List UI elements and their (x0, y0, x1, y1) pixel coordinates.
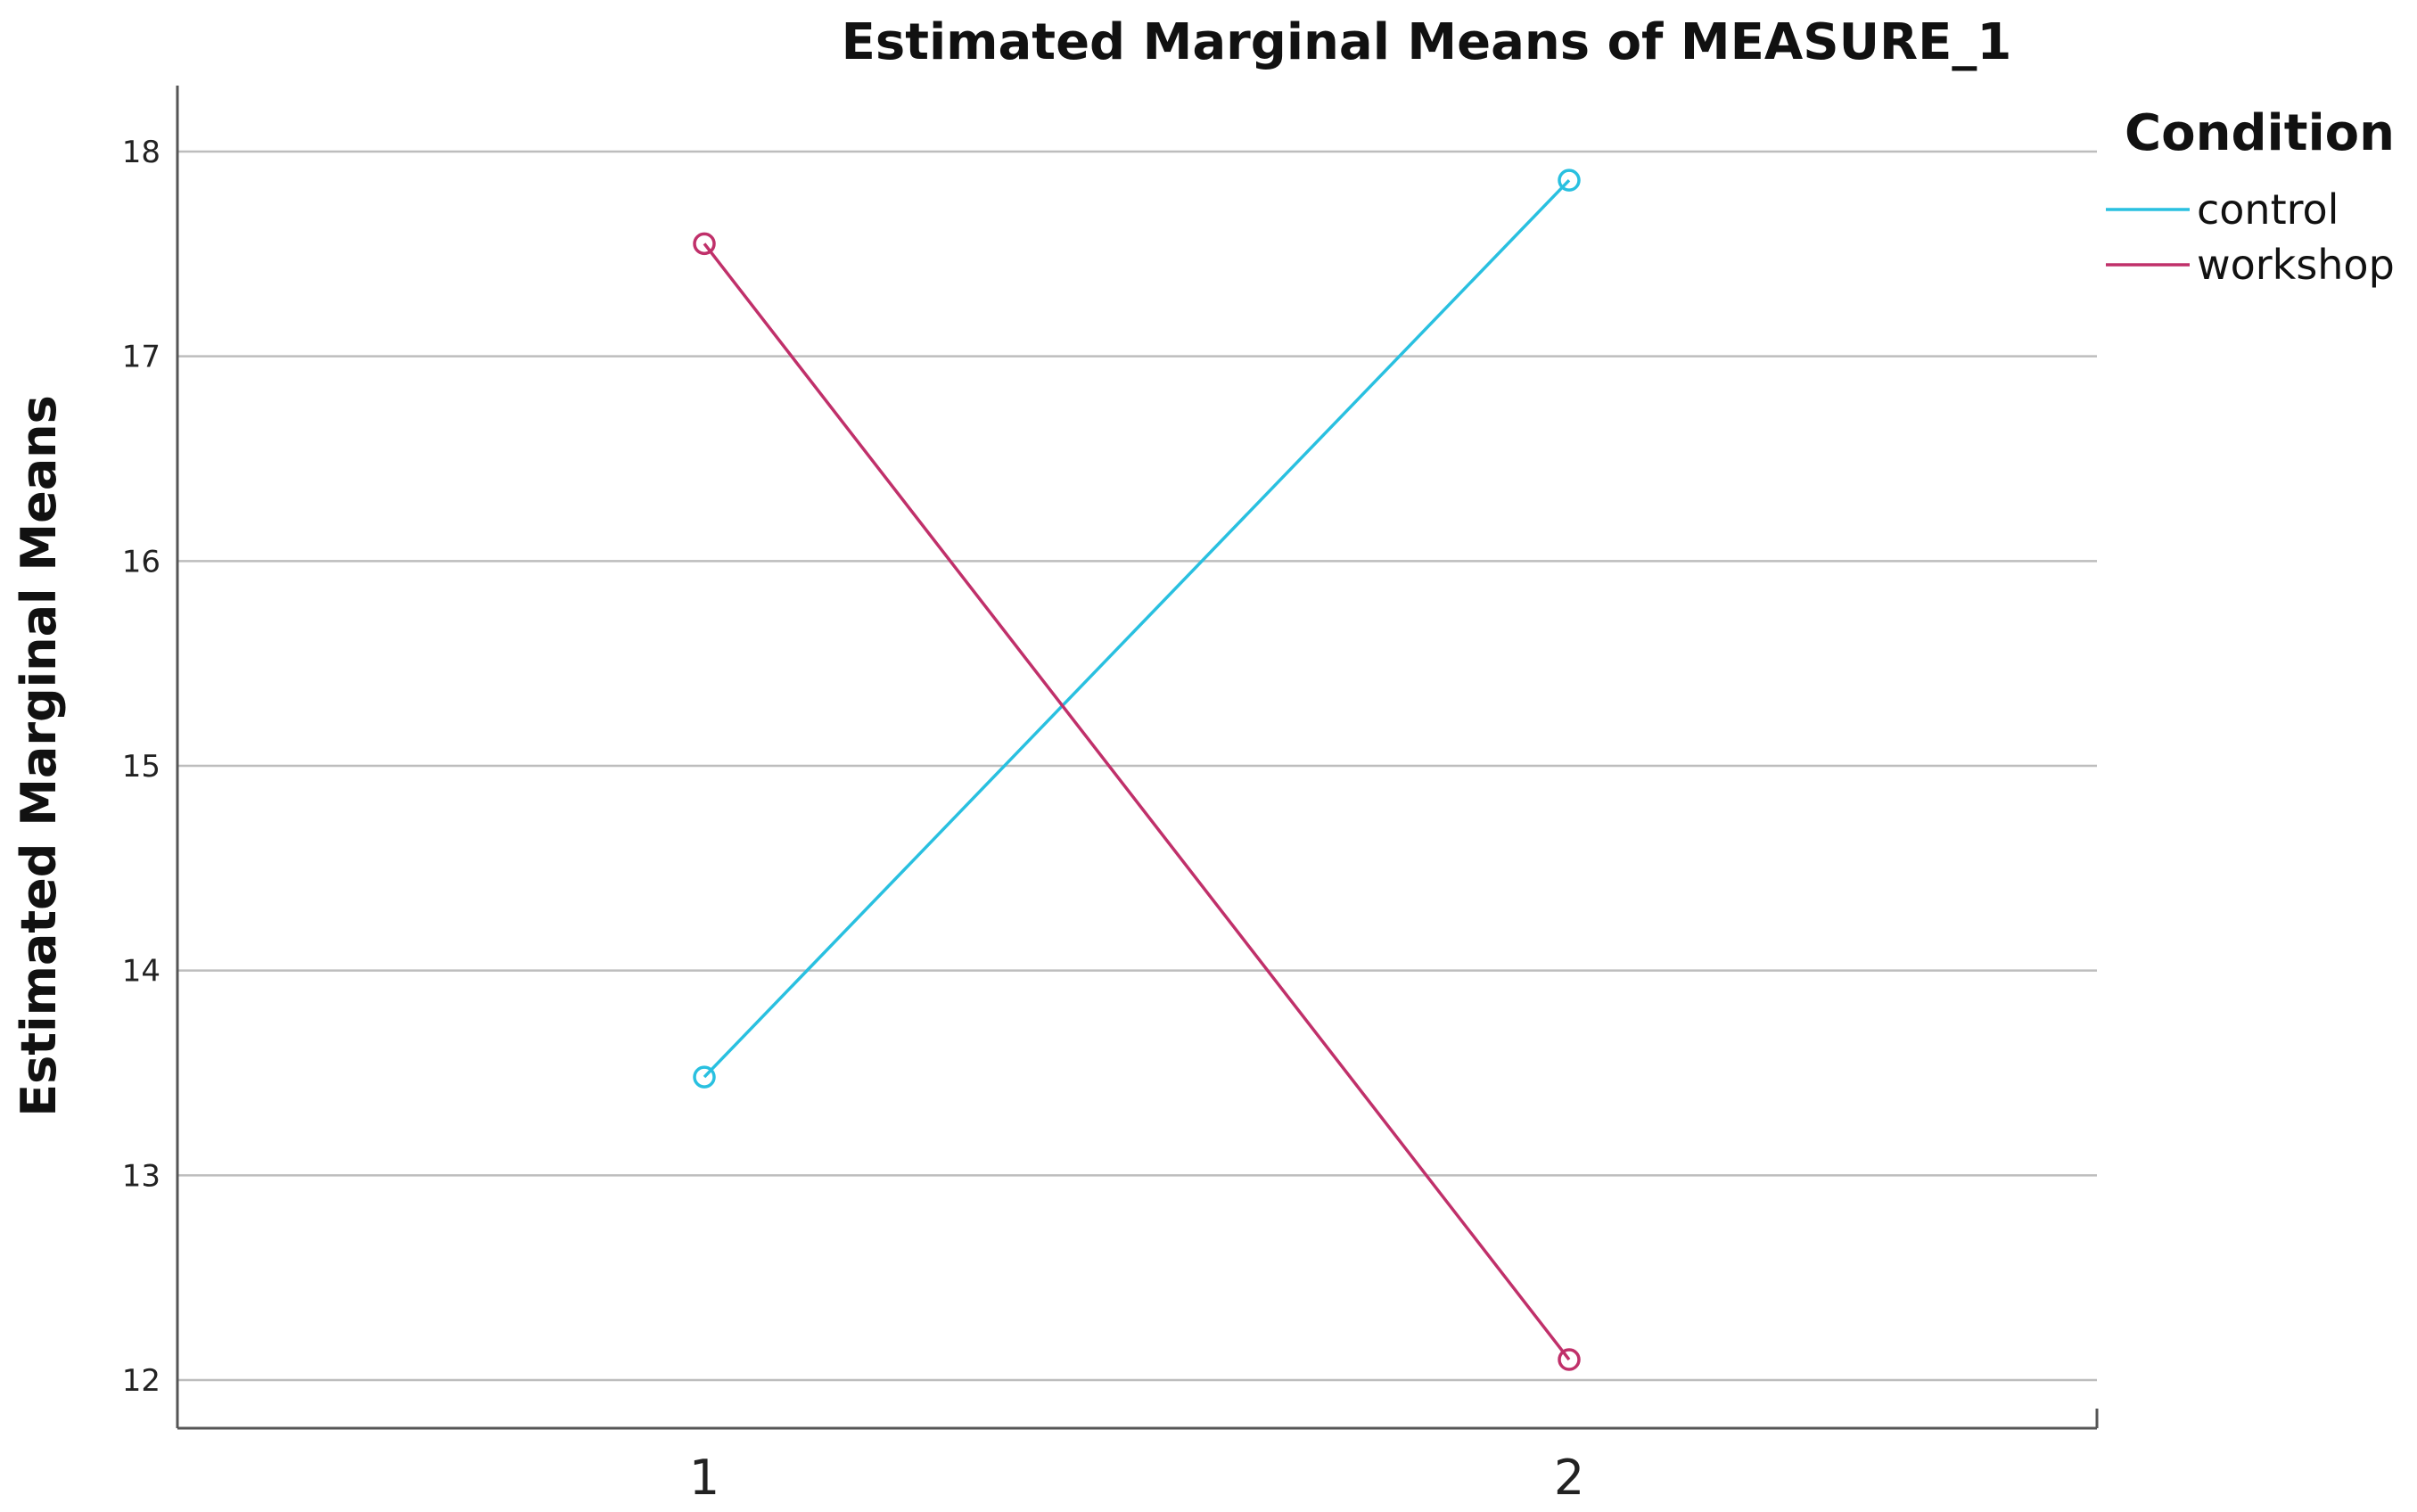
series-line-workshop (703, 242, 1571, 1361)
y-tick-label-12: 12 (122, 1363, 160, 1399)
legend-label-workshop: workshop (2197, 241, 2395, 289)
legend-label-control: control (2197, 185, 2339, 234)
data-point-workshop-1 (693, 232, 716, 256)
y-tick-label-18: 18 (122, 135, 160, 170)
legend: Condition control workshop (2106, 104, 2395, 289)
series-control (693, 168, 1581, 1089)
y-axis-label: Estimated Marginal Means (11, 395, 67, 1117)
data-point-workshop-2 (1558, 1348, 1581, 1371)
legend-items: control workshop (2106, 185, 2395, 289)
y-tick-label-16: 16 (122, 544, 160, 579)
x-tick-label-1: 1 (689, 1450, 719, 1506)
series-workshop (693, 232, 1581, 1371)
chart-title: Estimated Marginal Means of MEASURE_1 (842, 13, 2012, 71)
y-axis-ticks: 12 13 14 15 16 17 18 (122, 135, 160, 1399)
grid-lines (177, 150, 2097, 1382)
legend-title: Condition (2125, 104, 2395, 162)
x-tick-label-2: 2 (1554, 1450, 1584, 1506)
series-group (693, 168, 1581, 1371)
y-tick-label-15: 15 (122, 749, 160, 785)
series-line-control (703, 178, 1571, 1079)
y-tick-label-17: 17 (122, 340, 160, 375)
y-tick-label-13: 13 (122, 1158, 160, 1194)
data-point-control-1 (693, 1065, 716, 1089)
data-point-control-2 (1558, 168, 1581, 192)
y-tick-label-14: 14 (122, 954, 160, 990)
